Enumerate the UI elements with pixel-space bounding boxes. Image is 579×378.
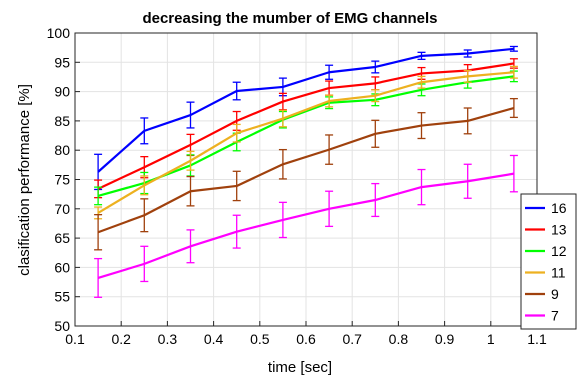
error-bar [325, 94, 334, 108]
error-bar [371, 119, 380, 148]
error-bar [140, 245, 149, 283]
error-bar [371, 60, 380, 74]
series-9 [94, 97, 518, 251]
error-bar [140, 198, 149, 233]
error-bar [417, 75, 426, 89]
legend: 16 13 12 11 9 7 [520, 193, 577, 330]
series-7 [94, 154, 518, 298]
y-tick-label: 70 [54, 201, 70, 217]
series-line [97, 106, 515, 234]
error-bar [417, 112, 426, 140]
legend-label-13: 13 [551, 222, 567, 238]
error-bar [94, 214, 103, 251]
chart-title: decreasing the mumber of EMG channels [142, 10, 437, 27]
series-line [97, 62, 515, 190]
y-tick-label: 65 [54, 230, 70, 246]
error-bar [325, 134, 334, 165]
y-tick-label: 90 [54, 84, 70, 100]
x-tick-label: 0.8 [389, 331, 409, 347]
y-tick-label: 60 [54, 259, 70, 275]
error-bar [232, 123, 241, 143]
error-bar [186, 229, 195, 264]
legend-box [520, 193, 577, 330]
error-bar [232, 81, 241, 101]
series-layer [94, 45, 518, 298]
error-bar [325, 64, 334, 80]
series-16 [94, 45, 518, 191]
error-bar [140, 175, 149, 196]
error-bar [186, 175, 195, 207]
error-bar [278, 201, 287, 239]
x-tick-label: 1.1 [527, 331, 547, 347]
error-bar [278, 148, 287, 180]
x-tick-label: 0.1 [65, 331, 85, 347]
x-tick-label: 0.5 [250, 331, 270, 347]
error-bar [186, 101, 195, 129]
error-bar [509, 65, 518, 79]
y-tick-label: 75 [54, 172, 70, 188]
error-bar [463, 49, 472, 58]
y-tick-label: 55 [54, 289, 70, 305]
x-axis-title: time [sec] [268, 359, 332, 376]
error-bar [463, 69, 472, 83]
legend-label-12: 12 [551, 243, 567, 259]
legend-label-16: 16 [551, 200, 567, 216]
legend-label-9: 9 [551, 286, 559, 302]
error-bar [509, 45, 518, 52]
x-tick-label: 0.4 [204, 331, 224, 347]
error-bar [232, 170, 241, 202]
error-bar [417, 168, 426, 206]
y-axis-title: clasification performance [%] [16, 84, 33, 276]
x-tick-label: 0.3 [158, 331, 178, 347]
error-bar [325, 190, 334, 228]
error-bar [509, 154, 518, 193]
x-tick-label: 0.2 [111, 331, 131, 347]
series-11 [94, 65, 518, 220]
series-line [97, 172, 515, 280]
x-axis: 0.1 0.2 0.3 0.4 0.5 0.6 0.7 0.8 0.9 1 1.1 [65, 321, 547, 347]
y-tick-label: 50 [54, 318, 70, 334]
error-bar [232, 214, 241, 249]
error-bar [417, 51, 426, 61]
y-tick-label: 80 [54, 142, 70, 158]
x-tick-label: 1 [487, 331, 495, 347]
y-tick-label: 95 [54, 54, 70, 70]
series-line [97, 71, 514, 214]
legend-label-11: 11 [551, 265, 566, 281]
error-bar [463, 107, 472, 135]
series-line [97, 47, 515, 173]
error-bar [371, 182, 380, 218]
error-bar [278, 109, 287, 128]
error-bar [509, 97, 518, 119]
legend-label-7: 7 [551, 308, 559, 324]
error-bar [94, 257, 103, 298]
x-tick-label: 0.9 [435, 331, 455, 347]
error-bar [463, 163, 472, 199]
x-tick-label: 0.6 [296, 331, 316, 347]
error-bar [94, 186, 103, 206]
y-tick-label: 100 [47, 25, 71, 41]
x-tick-label: 0.7 [342, 331, 362, 347]
error-bar [371, 89, 380, 103]
error-bar [140, 117, 149, 145]
error-bar [186, 150, 195, 171]
y-axis: 50 55 60 65 70 75 80 85 90 95 100 [47, 25, 80, 334]
y-tick-label: 85 [54, 113, 70, 129]
